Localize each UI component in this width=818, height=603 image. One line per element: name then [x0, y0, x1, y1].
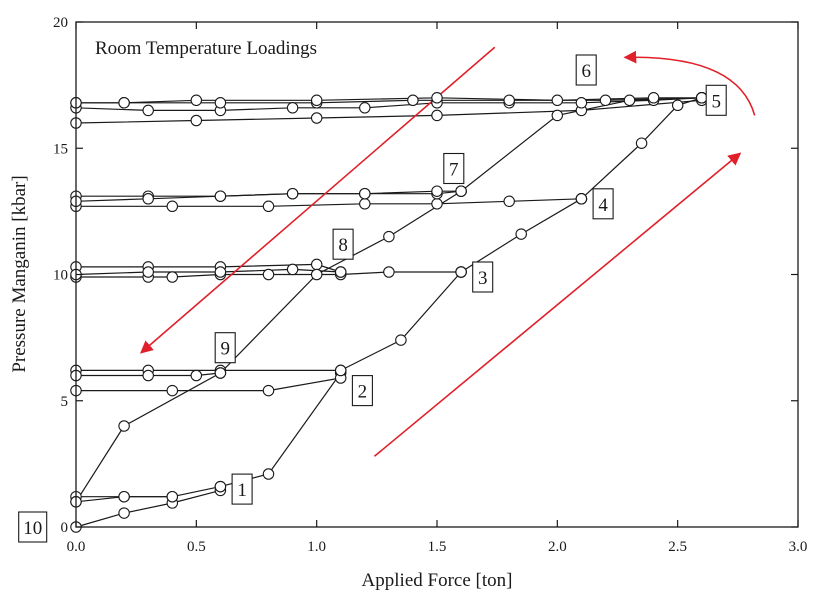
data-point: [263, 201, 273, 211]
data-point: [215, 98, 225, 108]
data-point: [167, 492, 177, 502]
x-tick-label: 1.5: [428, 539, 447, 555]
y-tick-label: 15: [53, 141, 68, 157]
data-point: [336, 267, 346, 277]
data-point: [636, 138, 646, 148]
data-point: [648, 93, 658, 103]
data-point: [360, 103, 370, 113]
data-point: [312, 259, 322, 269]
x-axis-title: Applied Force [ton]: [362, 570, 513, 591]
data-point: [287, 189, 297, 199]
data-point: [119, 421, 129, 431]
point-label: 4: [598, 195, 608, 216]
data-point: [456, 267, 466, 277]
data-point: [287, 264, 297, 274]
x-tick-label: 1.0: [307, 539, 326, 555]
data-point: [432, 199, 442, 209]
point-label: 8: [338, 235, 348, 256]
direction-arrow: [141, 47, 495, 353]
series-line: [76, 490, 220, 527]
data-point: [576, 98, 586, 108]
data-point: [191, 370, 201, 380]
data-point: [287, 103, 297, 113]
data-point: [312, 269, 322, 279]
data-point: [673, 100, 683, 110]
arrows-layer: [141, 47, 755, 456]
annotation-text: Room Temperature Loadings: [95, 38, 317, 59]
data-point: [312, 95, 322, 105]
direction-arrow: [374, 153, 740, 456]
data-point: [263, 385, 273, 395]
data-point: [263, 469, 273, 479]
data-point: [408, 95, 418, 105]
point-label: 10: [23, 518, 42, 539]
x-tick-label: 2.0: [548, 539, 567, 555]
axis-ticks-layer: 0.0 0.5 1.0 1.5 2.0 2.5 3.005101520: [53, 15, 807, 555]
data-point: [336, 365, 346, 375]
data-point: [504, 95, 514, 105]
x-tick-label: 2.5: [668, 539, 687, 555]
data-point: [360, 199, 370, 209]
markers-layer: [71, 93, 707, 533]
data-point: [215, 191, 225, 201]
series-line: [76, 98, 702, 502]
data-point: [576, 194, 586, 204]
x-tick-label: 0.0: [67, 539, 86, 555]
data-point: [143, 370, 153, 380]
data-point: [215, 267, 225, 277]
data-point: [191, 95, 201, 105]
data-point: [432, 110, 442, 120]
series-line: [341, 272, 461, 370]
data-point: [312, 113, 322, 123]
data-point: [504, 196, 514, 206]
data-point: [360, 189, 370, 199]
series-layer: [76, 98, 702, 527]
data-point: [624, 95, 634, 105]
data-point: [119, 98, 129, 108]
point-label: 5: [711, 91, 721, 112]
data-point: [143, 267, 153, 277]
y-axis-title: Pressure Manganin [kbar]: [9, 175, 30, 372]
data-point: [215, 481, 225, 491]
data-point: [143, 105, 153, 115]
data-point: [396, 335, 406, 345]
y-tick-label: 0: [61, 520, 69, 536]
point-label: 1: [237, 480, 247, 501]
data-point: [263, 269, 273, 279]
point-label: 2: [358, 382, 368, 403]
data-point: [143, 194, 153, 204]
point-label: 6: [581, 61, 591, 82]
point-label: 3: [478, 268, 488, 289]
data-point: [167, 272, 177, 282]
data-point: [600, 95, 610, 105]
data-point: [167, 385, 177, 395]
data-point: [516, 229, 526, 239]
x-tick-label: 3.0: [789, 539, 808, 555]
series-line: [76, 269, 341, 274]
data-point: [432, 186, 442, 196]
point-labels-layer: 1 2 3 4 5 6 7 8 9 10: [19, 55, 727, 542]
point-label: 7: [449, 160, 459, 181]
data-point: [697, 93, 707, 103]
data-point: [215, 368, 225, 378]
data-point: [191, 115, 201, 125]
x-tick-label: 0.5: [187, 539, 206, 555]
y-tick-label: 20: [53, 15, 68, 31]
data-point: [432, 93, 442, 103]
data-point: [552, 95, 562, 105]
y-tick-label: 5: [61, 394, 69, 410]
data-point: [167, 201, 177, 211]
series-line: [76, 487, 220, 497]
data-point: [119, 492, 129, 502]
data-point: [384, 231, 394, 241]
data-point: [119, 508, 129, 518]
data-point: [384, 267, 394, 277]
series-line: [76, 264, 341, 272]
data-point: [552, 110, 562, 120]
direction-arrow: [625, 57, 755, 115]
data-point: [456, 186, 466, 196]
y-tick-label: 10: [53, 268, 68, 284]
point-label: 9: [220, 339, 230, 360]
